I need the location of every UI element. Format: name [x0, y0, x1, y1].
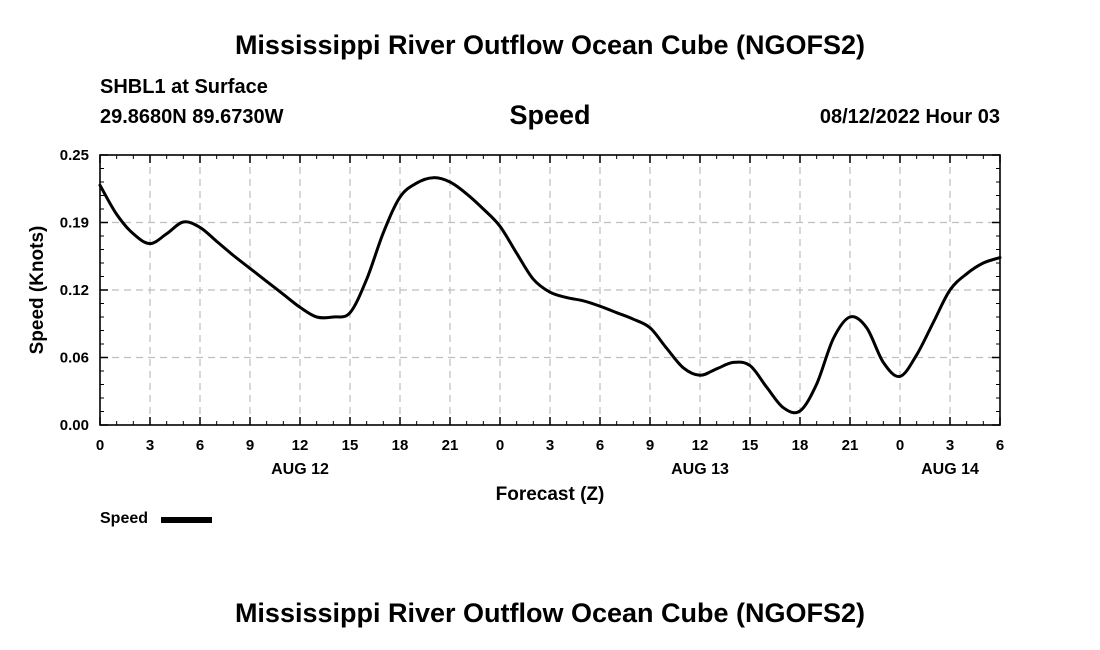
x-tick-label: 3	[146, 437, 154, 454]
axes	[99, 154, 1001, 426]
x-tick-label: 9	[246, 437, 254, 454]
x-tick-label: 6	[996, 437, 1004, 454]
speed-series-line	[98, 176, 1002, 415]
y-tick-label: 0.25	[60, 147, 89, 164]
x-tick-label: 18	[392, 437, 409, 454]
station-coordinates: 29.8680N 89.6730W	[100, 106, 284, 128]
x-tick-label: 12	[292, 437, 309, 454]
x-tick-label: 21	[842, 437, 859, 454]
date-label: AUG 14	[921, 461, 979, 478]
main-title: Mississippi River Outflow Ocean Cube (NG…	[234, 30, 866, 60]
grid	[100, 155, 1000, 425]
y-tick-label: 0.12	[60, 282, 89, 299]
tick-labels: 0 3 6 9 12 15 18 21 0 3 6 9 12 15 18 21 0 3 6 0.00 0.06 0.12 0…	[60, 147, 1004, 478]
y-axis-title: Speed (Knots)	[27, 226, 48, 355]
legend-line-swatch	[161, 517, 212, 523]
x-tick-label: 0	[496, 437, 504, 454]
x-tick-label: 15	[742, 437, 759, 454]
forecast-timestamp: 08/12/2022 Hour 03	[819, 106, 1000, 128]
x-tick-label: 21	[442, 437, 459, 454]
x-tick-label: 12	[692, 437, 709, 454]
station-name: SHBL1 at Surface	[100, 76, 268, 98]
x-axis-title: Forecast (Z)	[496, 484, 605, 505]
x-tick-label: 6	[596, 437, 604, 454]
x-tick-label: 0	[96, 437, 104, 454]
date-label: AUG 12	[271, 461, 329, 478]
x-tick-label: 18	[792, 437, 809, 454]
footer-title: Mississippi River Outflow Ocean Cube (NG…	[234, 598, 866, 628]
chart-title: Speed	[509, 100, 591, 130]
x-tick-label: 9	[646, 437, 654, 454]
x-tick-label: 15	[342, 437, 359, 454]
y-tick-label: 0.06	[60, 350, 89, 367]
y-tick-label: 0.19	[60, 215, 89, 232]
x-tick-label: 3	[946, 437, 954, 454]
x-tick-label: 6	[196, 437, 204, 454]
series-layer	[98, 176, 1002, 415]
date-label: AUG 13	[671, 461, 729, 478]
x-tick-label: 0	[896, 437, 904, 454]
y-tick-label: 0.00	[60, 417, 89, 434]
x-tick-label: 3	[546, 437, 554, 454]
legend-label: Speed	[100, 510, 149, 527]
plot-frame	[99, 154, 1001, 426]
